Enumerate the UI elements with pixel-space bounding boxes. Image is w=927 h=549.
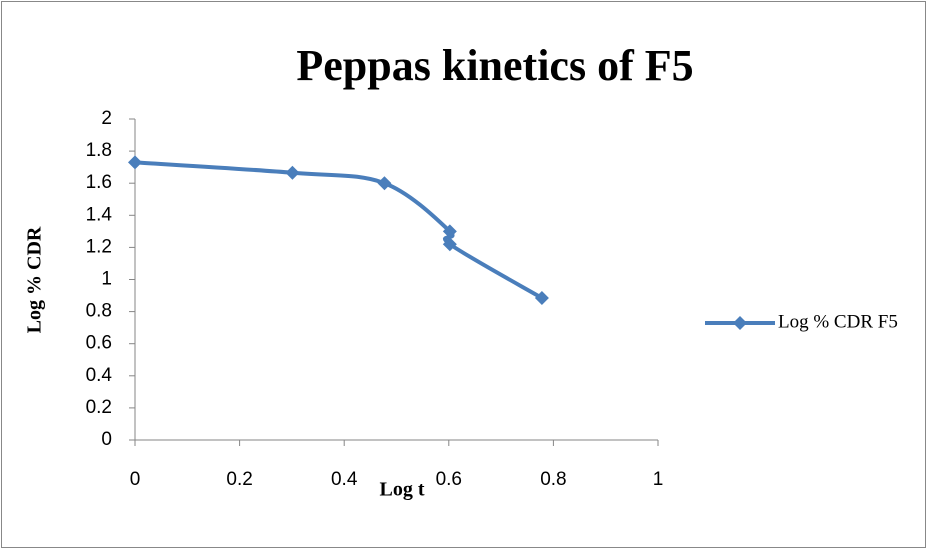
marker (285, 165, 300, 180)
y-tick-label: 0 (101, 429, 112, 450)
y-tick-label: 1 (101, 269, 112, 290)
marker (534, 290, 549, 305)
y-tick-label: 1.2 (86, 236, 112, 257)
y-tick-label: 1.8 (86, 140, 112, 161)
legend-label: Log % CDR F5 (778, 311, 898, 332)
marker (128, 155, 142, 170)
x-tick-label: 0 (130, 469, 141, 490)
legend-marker (733, 316, 747, 330)
x-tick-label: 0.6 (436, 469, 462, 490)
chart-title: Peppas kinetics of F5 (296, 41, 693, 90)
x-tick-label: 0.4 (331, 469, 358, 490)
x-tick-label: 0.8 (540, 469, 566, 490)
y-tick-label: 0.4 (86, 365, 113, 386)
y-tick-label: 0.2 (86, 397, 112, 418)
y-tick-label: 2 (101, 108, 112, 129)
marker (442, 224, 457, 239)
y-tick-label: 1.4 (86, 204, 113, 225)
marker (377, 176, 392, 191)
marker (442, 237, 457, 252)
y-axis-label: Log % CDR (24, 226, 46, 333)
x-tick-label: 1 (653, 469, 664, 490)
x-tick-label: 0.2 (226, 469, 252, 490)
x-axis-label: Log t (380, 479, 425, 501)
series-line (134, 160, 543, 300)
y-tick-label: 0.6 (86, 333, 112, 354)
y-tick-label: 1.6 (86, 172, 112, 193)
y-tick-label: 0.8 (86, 301, 112, 322)
